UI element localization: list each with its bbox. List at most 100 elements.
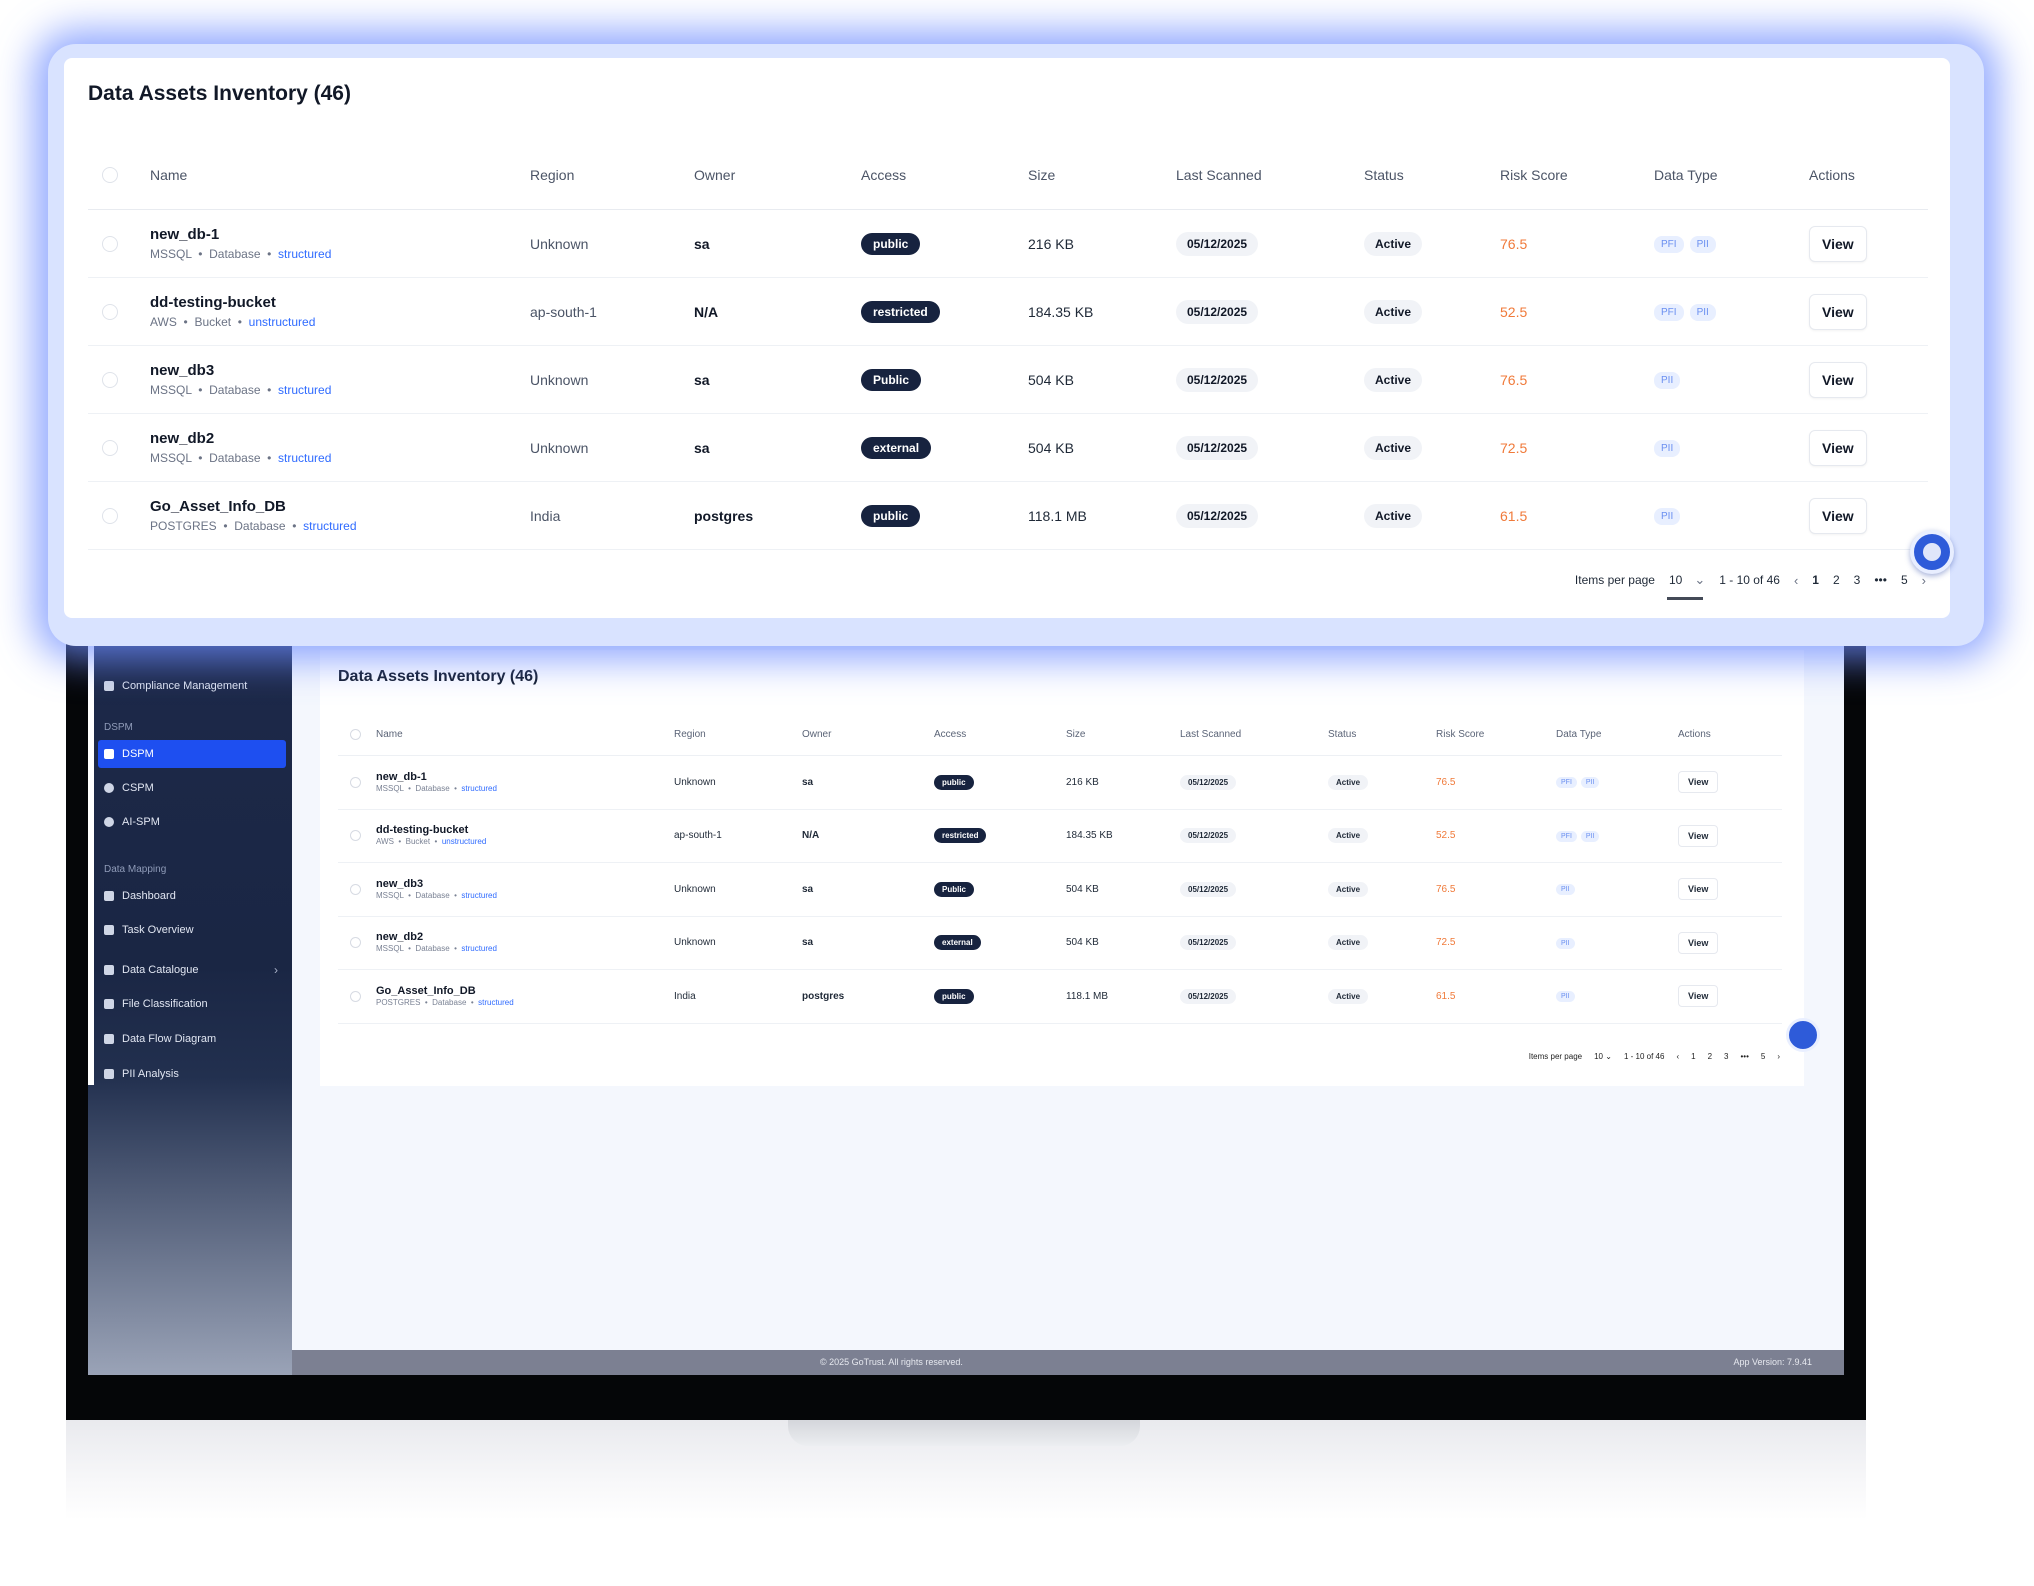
data-type-cell: PII [1556,883,1678,896]
asset-name[interactable]: Go_Asset_Info_DB [150,498,286,515]
status-cell: Active [1328,988,1436,1004]
column-header: Status [1328,729,1357,740]
asset-name[interactable]: dd-testing-bucket [376,824,469,837]
sidebar-item-task-overview[interactable]: Task Overview [98,916,286,944]
row-checkbox[interactable] [102,371,118,388]
row-checkbox[interactable] [350,990,361,1002]
asset-structure-link[interactable]: unstructured [248,315,316,329]
asset-structure-link[interactable]: unstructured [441,837,487,847]
asset-structure-link[interactable]: structured [303,519,357,533]
laptop-mockup: Compliance Management DSPM DSPM CSPM AI-… [66,630,1866,1520]
view-button[interactable]: View [1678,931,1719,954]
table-row: dd-testing-bucket AWS • Bucket • unstruc… [338,810,1782,863]
owner-cell: postgres [802,990,845,1002]
asset-name[interactable]: new_db3 [376,877,424,890]
asset-name[interactable]: new_db2 [150,430,215,447]
asset-structure-link[interactable]: structured [278,383,332,397]
next-page-icon[interactable]: › [1777,1052,1780,1061]
laptop-screen: Compliance Management DSPM DSPM CSPM AI-… [88,630,1844,1375]
sidebar-item-data-flow-diagram[interactable]: Data Flow Diagram [98,1025,286,1053]
prev-page-icon[interactable]: ‹ [1676,1052,1680,1061]
asset-name-cell: dd-testing-bucket AWS • Bucket • unstruc… [376,824,674,847]
card-title: Data Assets Inventory (46) [88,82,351,105]
row-checkbox[interactable] [350,883,361,895]
per-page-select[interactable]: 10 ⌄ [1666,572,1705,600]
sidebar-item-compliance-management[interactable]: Compliance Management [98,672,286,700]
per-page-select[interactable]: 10 ⌄ [1594,1052,1612,1061]
asset-name[interactable]: new_db3 [150,362,215,379]
row-checkbox[interactable] [102,507,118,524]
select-all-checkbox[interactable] [350,729,361,740]
risk-score-cell: 76.5 [1500,371,1528,388]
asset-structure-link[interactable]: structured [278,451,332,465]
status-badge: Active [1364,299,1423,324]
row-checkbox[interactable] [350,776,361,788]
row-checkbox[interactable] [350,830,361,842]
asset-structure-link[interactable]: structured [278,247,332,261]
column-header-last-scanned[interactable]: Last Scanned [1176,166,1262,183]
asset-name[interactable]: new_db2 [376,931,424,944]
prev-page-icon[interactable]: ‹ [1793,572,1799,588]
asset-name[interactable]: new_db-1 [150,226,220,243]
view-button[interactable]: View [1809,429,1867,466]
page-2[interactable]: 2 [1832,573,1840,587]
next-page-icon[interactable]: › [1921,572,1926,588]
asset-structure-link[interactable]: structured [461,944,497,954]
data-type-cell: PII [1556,990,1678,1003]
page-1[interactable]: 1 [1691,1052,1696,1061]
asset-structure-link[interactable]: structured [478,997,514,1007]
column-header-access[interactable]: Access [861,166,907,183]
sidebar-item-data-catalogue[interactable]: Data Catalogue › [98,956,286,984]
chat-assistant-button[interactable] [1786,1018,1820,1052]
column-header-region[interactable]: Region [530,166,575,183]
view-button[interactable]: View [1809,497,1867,534]
page-2[interactable]: 2 [1707,1052,1713,1061]
view-button[interactable]: View [1809,361,1867,398]
view-button[interactable]: View [1809,293,1867,330]
view-button[interactable]: View [1678,771,1719,794]
view-button[interactable]: View [1678,985,1719,1008]
view-button[interactable]: View [1809,225,1867,262]
select-all-checkbox[interactable] [102,166,118,183]
row-checkbox[interactable] [102,439,118,456]
compliance-icon [104,681,114,691]
sidebar-item-file-classification[interactable]: File Classification [98,990,286,1018]
asset-name[interactable]: new_db-1 [376,770,427,783]
row-checkbox[interactable] [350,937,361,949]
asset-structure-link[interactable]: structured [461,890,497,900]
page-1[interactable]: 1 [1812,573,1819,587]
sidebar-item-dspm[interactable]: DSPM [98,740,286,768]
size-cell: 504 KB [1066,883,1099,895]
owner-cell: sa [802,937,814,949]
sidebar-item-cspm[interactable]: CSPM [98,774,286,802]
column-header-owner[interactable]: Owner [694,166,736,183]
asset-name[interactable]: dd-testing-bucket [150,294,276,311]
risk-score-cell: 76.5 [1436,776,1456,788]
column-header-size[interactable]: Size [1028,166,1056,183]
sidebar-item-ai-spm[interactable]: AI-SPM [98,808,286,836]
view-button[interactable]: View [1678,824,1719,847]
page-5[interactable]: 5 [1900,573,1908,587]
page-3[interactable]: 3 [1853,573,1861,587]
page-3[interactable]: 3 [1724,1052,1729,1061]
last-scanned-badge: 05/12/2025 [1176,435,1259,460]
sidebar-item-dashboard[interactable]: Dashboard [98,882,286,910]
access-cell: restricted [861,300,1028,323]
asset-structure-link[interactable]: structured [461,783,497,793]
size-cell: 504 KB [1028,439,1074,456]
page-5[interactable]: 5 [1760,1052,1766,1061]
row-checkbox[interactable] [102,303,118,320]
column-header-status[interactable]: Status [1364,166,1404,183]
sidebar-item-label: DSPM [122,748,154,760]
row-checkbox[interactable] [102,235,118,252]
column-header-name[interactable]: Name [150,166,188,183]
table-header: Name Region Owner Access Size Last Scann… [88,140,1928,210]
sidebar-item-pii-analysis[interactable]: PII Analysis [98,1060,286,1088]
chat-assistant-button[interactable] [1910,530,1954,574]
region-cell: India [530,507,561,524]
column-header-data-type[interactable]: Data Type [1654,166,1718,183]
view-button[interactable]: View [1678,878,1719,901]
owner-cell: sa [694,235,710,252]
column-header-risk-score[interactable]: Risk Score [1500,166,1568,183]
asset-name[interactable]: Go_Asset_Info_DB [376,984,476,997]
